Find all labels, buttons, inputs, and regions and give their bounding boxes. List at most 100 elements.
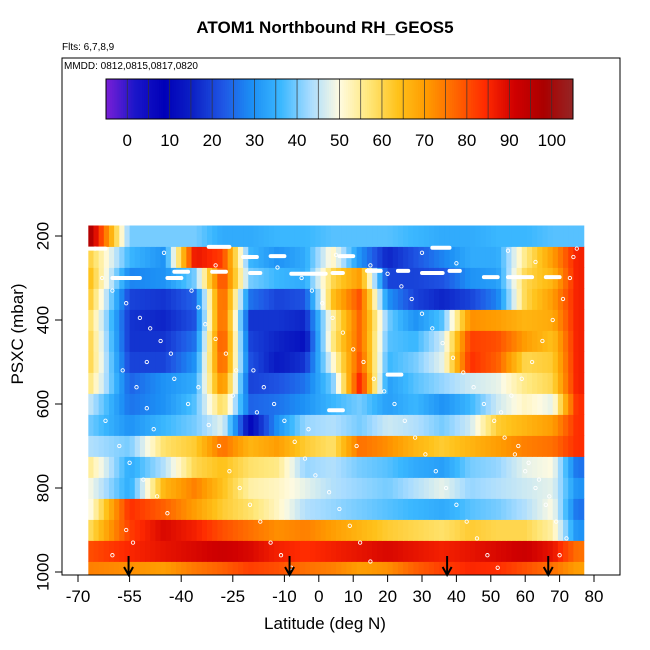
heatmap-cell xyxy=(557,372,564,394)
heatmap-cell xyxy=(480,519,487,541)
heatmap-cell xyxy=(434,351,440,373)
colorbar-swatch xyxy=(195,79,198,119)
heatmap-cell xyxy=(103,456,110,478)
colorbar-swatch xyxy=(390,79,394,119)
heatmap-cell xyxy=(516,519,523,541)
colorbar-swatch xyxy=(477,79,481,119)
heatmap-cell xyxy=(516,246,523,268)
observation-point xyxy=(110,553,115,558)
observation-point xyxy=(347,523,352,528)
colorbar-swatch xyxy=(498,79,502,119)
heatmap-cell xyxy=(98,267,105,289)
heatmap-cell xyxy=(325,540,332,562)
heatmap-cell xyxy=(434,561,440,575)
heatmap-cell xyxy=(315,414,322,436)
heatmap-cell xyxy=(305,519,311,541)
heatmap-cell xyxy=(145,456,151,478)
heatmap-cell xyxy=(418,540,425,562)
heatmap-cell xyxy=(490,477,497,499)
heatmap-cell xyxy=(382,330,389,352)
heatmap-cell xyxy=(532,477,538,499)
heatmap-cell xyxy=(98,393,105,415)
heatmap-cell xyxy=(284,246,291,268)
heatmap-cell xyxy=(201,267,208,289)
heatmap-cell xyxy=(341,456,347,478)
heatmap-cell xyxy=(248,351,255,373)
colorbar-swatch xyxy=(299,79,302,119)
heatmap-cell xyxy=(449,477,456,499)
heatmap-cell xyxy=(98,225,105,247)
heatmap-cell xyxy=(454,330,461,352)
heatmap-cell xyxy=(465,267,471,289)
heatmap-cell xyxy=(299,393,306,415)
heatmap-cell xyxy=(449,351,456,373)
heatmap-cell xyxy=(196,393,203,415)
heatmap-cell xyxy=(330,288,337,310)
heatmap-cell xyxy=(217,330,224,352)
heatmap-cell xyxy=(465,519,471,541)
heatmap-cell xyxy=(243,456,249,478)
heatmap-cell xyxy=(382,372,389,394)
colorbar-swatch xyxy=(167,79,171,119)
heatmap-cell xyxy=(299,519,306,541)
heatmap-cell xyxy=(310,246,316,268)
heatmap-cell xyxy=(108,330,115,352)
heatmap-cell xyxy=(552,372,559,394)
heatmap-cell xyxy=(547,372,554,394)
heatmap-cell xyxy=(103,519,110,541)
colorbar-swatch xyxy=(509,79,512,119)
heatmap-cell xyxy=(403,288,409,310)
heatmap-cell xyxy=(418,267,425,289)
heatmap-cell xyxy=(160,330,167,352)
heatmap-cell xyxy=(305,246,311,268)
heatmap-cell xyxy=(201,561,208,575)
heatmap-cell xyxy=(330,519,337,541)
heatmap-cell xyxy=(98,246,105,268)
heatmap-cell xyxy=(248,561,255,575)
heatmap-cell xyxy=(480,561,487,575)
heatmap-cell xyxy=(377,393,384,415)
colorbar-swatch xyxy=(229,79,232,119)
heatmap-cell xyxy=(444,414,451,436)
heatmap-cell xyxy=(165,246,172,268)
heatmap-cell xyxy=(207,351,213,373)
heatmap-cell xyxy=(274,393,280,415)
heatmap-cell xyxy=(222,288,229,310)
heatmap-cell xyxy=(336,288,342,310)
heatmap-cell xyxy=(263,456,270,478)
colorbar-swatch xyxy=(505,79,508,119)
colorbar-swatch xyxy=(199,79,203,119)
heatmap-cell xyxy=(377,246,384,268)
heatmap-cell xyxy=(526,393,533,415)
heatmap-cell xyxy=(351,330,358,352)
heatmap-cell xyxy=(207,225,213,247)
heatmap-cell xyxy=(563,351,569,373)
colorbar-swatch xyxy=(248,79,251,119)
heatmap-cell xyxy=(366,309,373,331)
heatmap-cell xyxy=(532,288,538,310)
heatmap-cell xyxy=(253,267,260,289)
heatmap-cell xyxy=(361,246,368,268)
heatmap-cell xyxy=(165,561,172,575)
heatmap-cell xyxy=(542,540,549,562)
heatmap-cell xyxy=(248,456,255,478)
observation-point xyxy=(179,275,184,281)
heatmap-cell xyxy=(403,351,409,373)
observation-point xyxy=(402,418,407,423)
heatmap-cell xyxy=(253,309,260,331)
heatmap-cell xyxy=(294,561,301,575)
heatmap-cell xyxy=(511,372,518,394)
colorbar-swatch xyxy=(146,79,149,119)
heatmap-cell xyxy=(196,288,203,310)
heatmap-cell xyxy=(108,435,115,457)
heatmap-cell xyxy=(134,372,141,394)
heatmap-cell xyxy=(382,519,389,541)
heatmap-cell xyxy=(160,414,167,436)
observation-point xyxy=(237,485,242,491)
heatmap-cell xyxy=(351,393,358,415)
heatmap-cell xyxy=(129,456,136,478)
colorbar-swatch xyxy=(159,79,162,119)
heatmap-cell xyxy=(114,456,120,478)
heatmap-cell xyxy=(449,267,456,289)
heatmap-cell xyxy=(217,561,224,575)
